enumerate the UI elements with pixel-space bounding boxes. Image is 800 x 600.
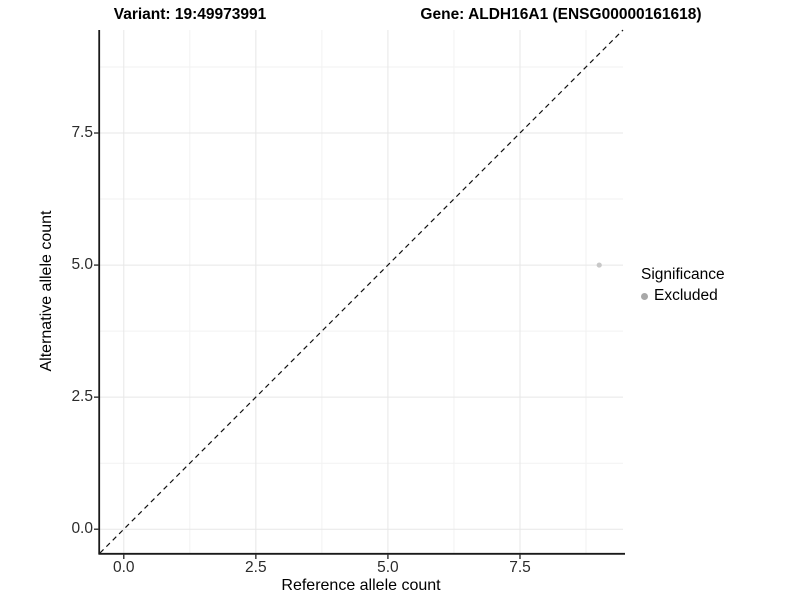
gene-title: Gene: ALDH16A1 (ENSG00000161618) [420, 6, 702, 23]
x-tick-label: 7.5 [509, 559, 531, 576]
plot-panel [100, 30, 623, 553]
x-tick-label: 2.5 [245, 559, 267, 576]
y-tick-label: 2.5 [71, 388, 93, 406]
variant-title: Variant: 19:49973991 [113, 6, 267, 23]
y-tick-label: 5.0 [71, 256, 93, 274]
y-tick-label: 7.5 [71, 124, 93, 141]
x-tick-label: 5.0 [377, 559, 399, 576]
legend-item-excluded: Excluded [641, 287, 725, 305]
y-tick-label: 0.0 [71, 520, 93, 538]
legend-item-label: Excluded [654, 287, 718, 304]
legend: Significance Excluded [641, 266, 725, 305]
legend-dot-icon [641, 292, 648, 300]
y-axis-label: Alternative allele count [38, 210, 55, 372]
x-tick-label: 0.0 [112, 559, 135, 576]
legend-title: Significance [641, 266, 725, 283]
x-axis-label: Reference allele count [281, 577, 441, 594]
